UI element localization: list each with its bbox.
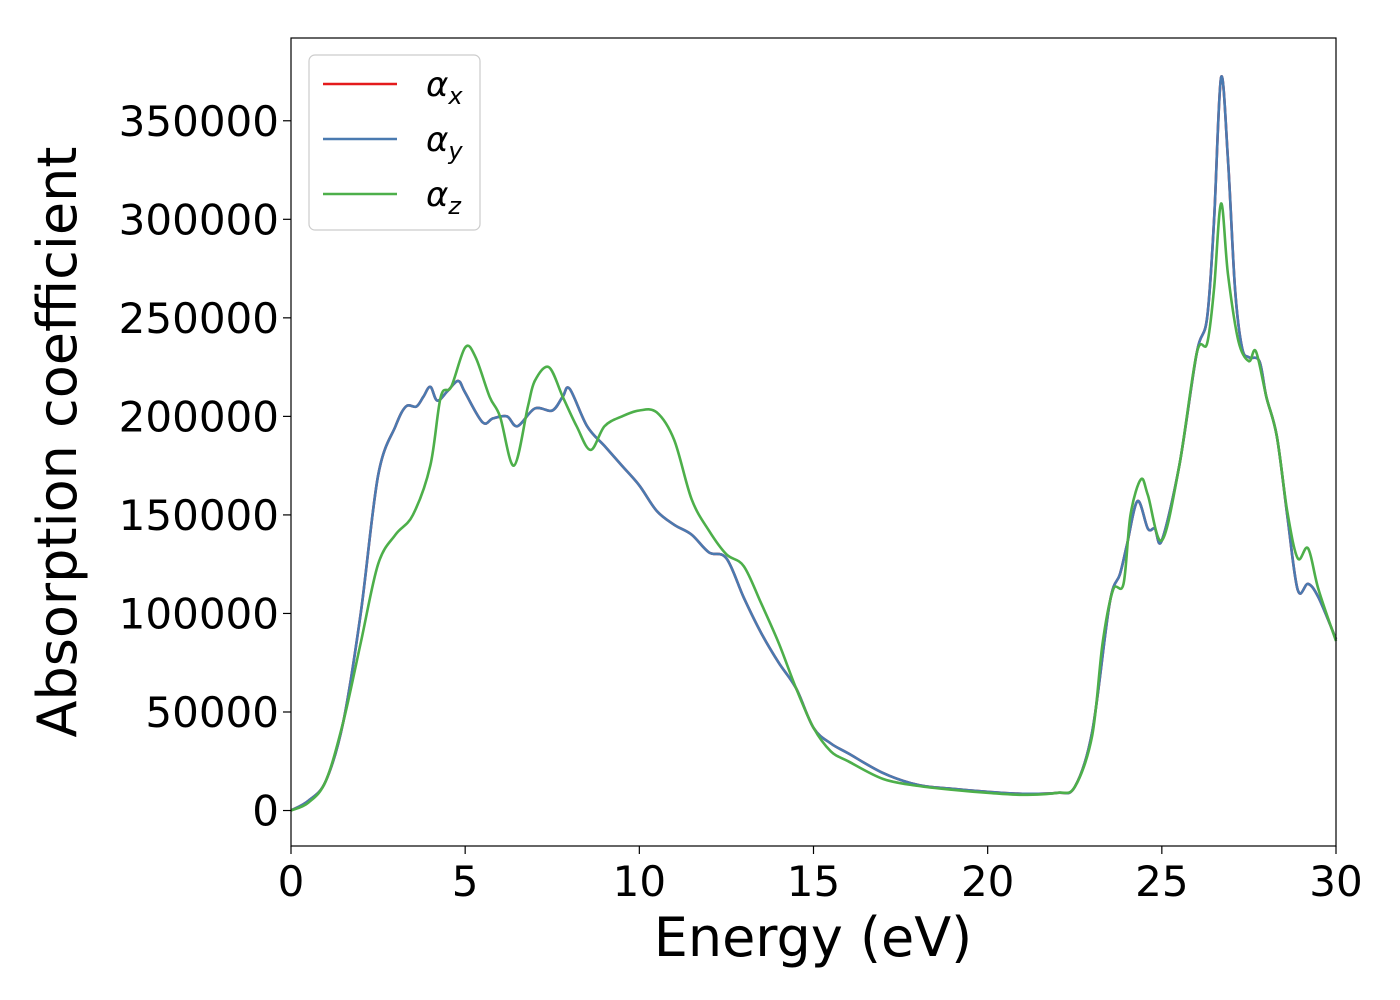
- legend-subscript: z: [447, 192, 462, 220]
- x-axis-ticks: 0 5 10 15 20 25 30: [278, 846, 1363, 906]
- x-tick-label: 5: [452, 857, 479, 906]
- x-tick-label: 15: [787, 857, 840, 906]
- x-tick-label: 30: [1309, 857, 1362, 906]
- legend-box: [308, 54, 481, 231]
- legend-label-y: αy: [426, 120, 463, 165]
- legend-symbol: α: [426, 175, 448, 215]
- legend-label-z: αz: [426, 175, 462, 220]
- y-tick-label: 200000: [119, 392, 279, 441]
- legend-symbol: α: [426, 120, 448, 160]
- x-tick-label: 10: [613, 857, 666, 906]
- y-tick-label: 250000: [119, 294, 279, 343]
- x-tick-label: 0: [278, 857, 305, 906]
- y-tick-label: 150000: [119, 491, 279, 540]
- legend-subscript: y: [447, 137, 463, 165]
- x-axis-label: Energy (eV): [654, 906, 973, 969]
- y-tick-label: 300000: [119, 195, 279, 244]
- legend-symbol: α: [426, 65, 448, 105]
- series-line-z: [290, 202, 1338, 812]
- x-tick-label: 20: [961, 857, 1014, 906]
- y-tick-label: 350000: [119, 97, 279, 146]
- legend-label-x: αx: [426, 65, 463, 110]
- y-tick-label: 50000: [145, 688, 279, 737]
- legend-subscript: x: [447, 82, 463, 110]
- series-group: [290, 75, 1338, 812]
- y-tick-label: 0: [252, 787, 279, 836]
- x-tick-label: 25: [1135, 857, 1188, 906]
- y-axis-ticks: 0 50000 100000 150000 200000 250000 300000 3500…: [119, 97, 291, 836]
- y-tick-label: 100000: [119, 589, 279, 638]
- y-axis-label: Absorption coefficient: [26, 147, 89, 738]
